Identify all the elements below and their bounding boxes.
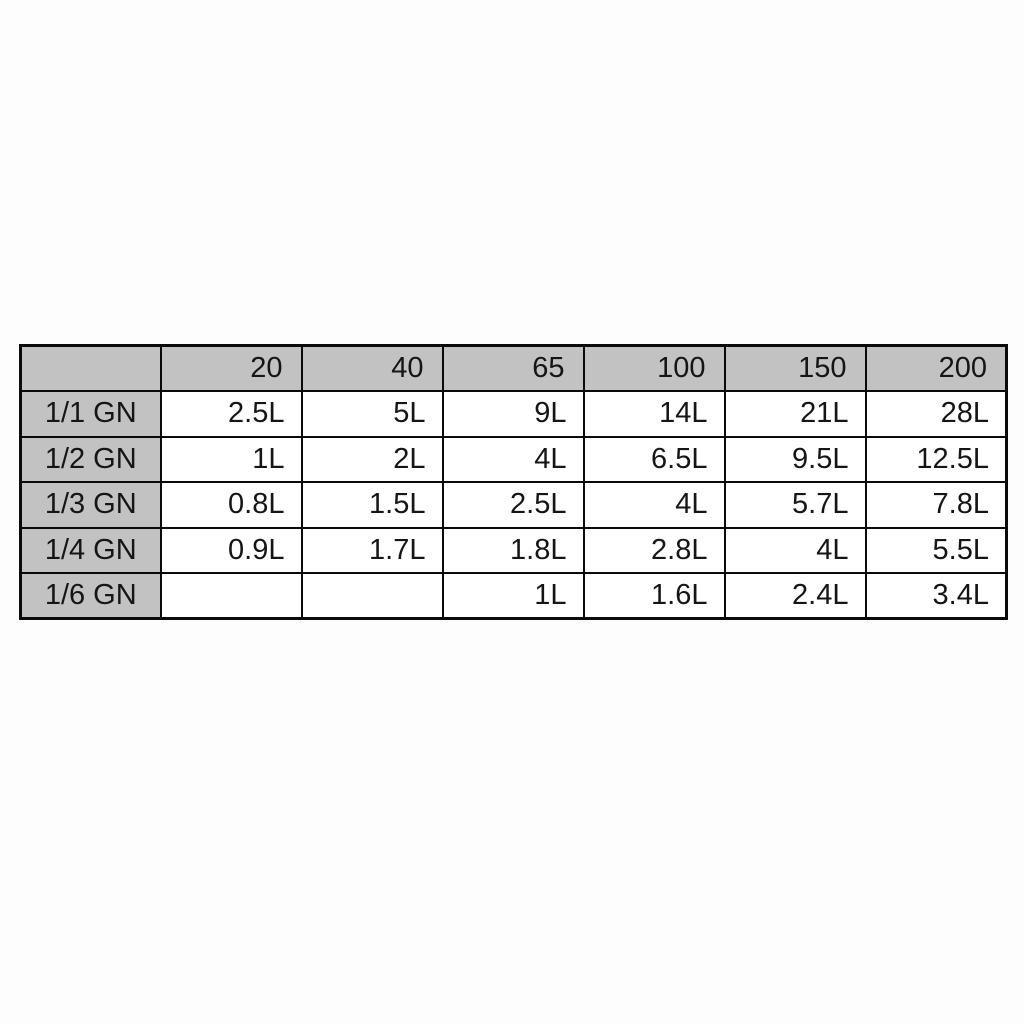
row-label: 1/6 GN [19,572,162,620]
row-label: 1/3 GN [19,481,162,529]
value-cell: 2.8L [582,526,726,574]
table-row: 1/3 GN 0.8L 1.5L 2.5L 4L 5.7L 7.8L [19,481,1008,529]
value-cell: 2.5L [159,390,303,438]
value-cell: 3.4L [864,572,1008,620]
header-row: 20 40 65 100 150 200 [19,344,1008,392]
value-cell: 2.4L [723,572,867,620]
column-header-65: 65 [441,344,585,392]
gn-capacity-table: 20 40 65 100 150 200 1/1 GN 2.5L 5L 9L 14L 21L 28L 1… [19,344,1008,620]
column-header-100: 100 [582,344,726,392]
value-cell: 28L [864,390,1008,438]
value-cell: 1.7L [300,526,444,574]
value-cell: 4L [582,481,726,529]
value-cell: 9.5L [723,435,867,483]
row-label: 1/2 GN [19,435,162,483]
table-row: 1/2 GN 1L 2L 4L 6.5L 9.5L 12.5L [19,435,1008,483]
value-cell: 5L [300,390,444,438]
value-cell: 14L [582,390,726,438]
value-cell: 12.5L [864,435,1008,483]
row-label: 1/1 GN [19,390,162,438]
value-cell: 5.7L [723,481,867,529]
row-label: 1/4 GN [19,526,162,574]
value-cell: 0.9L [159,526,303,574]
value-cell: 1.8L [441,526,585,574]
empty-cell [159,572,303,620]
value-cell: 0.8L [159,481,303,529]
value-cell: 1.5L [300,481,444,529]
value-cell: 1.6L [582,572,726,620]
table-row: 1/1 GN 2.5L 5L 9L 14L 21L 28L [19,390,1008,438]
corner-cell [19,344,162,392]
table-row: 1/6 GN 1L 1.6L 2.4L 3.4L [19,572,1008,620]
value-cell: 9L [441,390,585,438]
capacity-table-container: 20 40 65 100 150 200 1/1 GN 2.5L 5L 9L 14L 21L 28L 1… [19,344,1008,620]
value-cell: 6.5L [582,435,726,483]
column-header-20: 20 [159,344,303,392]
empty-cell [300,572,444,620]
table-row: 1/4 GN 0.9L 1.7L 1.8L 2.8L 4L 5.5L [19,526,1008,574]
value-cell: 7.8L [864,481,1008,529]
value-cell: 21L [723,390,867,438]
value-cell: 1L [441,572,585,620]
column-header-40: 40 [300,344,444,392]
value-cell: 4L [441,435,585,483]
value-cell: 4L [723,526,867,574]
value-cell: 2L [300,435,444,483]
column-header-200: 200 [864,344,1008,392]
column-header-150: 150 [723,344,867,392]
table-body: 1/1 GN 2.5L 5L 9L 14L 21L 28L 1/2 GN 1L 2L 4L 6.5L 9… [19,390,1008,620]
value-cell: 1L [159,435,303,483]
value-cell: 2.5L [441,481,585,529]
value-cell: 5.5L [864,526,1008,574]
